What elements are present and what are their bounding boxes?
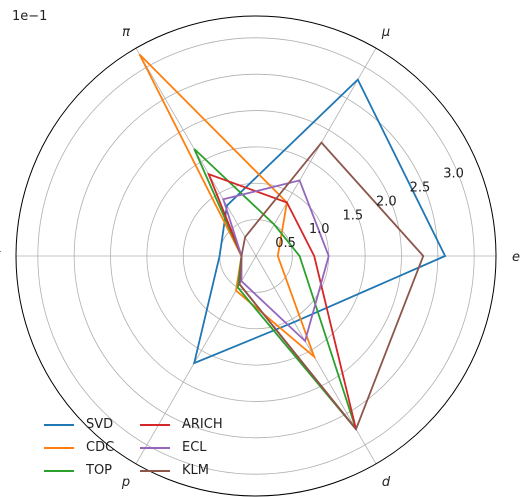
legend-label: TOP — [86, 463, 113, 478]
series-line-svd — [192, 78, 447, 365]
r-tick-label: 2.0 — [376, 194, 397, 209]
axis-label: μ — [381, 25, 390, 40]
spoke-1 — [255, 47, 377, 257]
r-tick-label: 0.5 — [275, 236, 296, 251]
legend-label: KLM — [182, 463, 209, 478]
legend-swatch — [44, 469, 74, 472]
axis-label: e — [512, 250, 520, 265]
r-tick-label: 3.0 — [443, 167, 464, 182]
series-line-klm — [238, 141, 425, 431]
legend-swatch — [140, 423, 170, 426]
legend-swatch — [44, 423, 74, 426]
series-lines — [138, 53, 447, 431]
legend-swatch — [140, 469, 170, 472]
legend-label: ARICH — [182, 417, 223, 432]
legend-item-arich: ARICH — [140, 414, 250, 435]
legend: SVD ARICH CDC ECL TOP KLM — [44, 414, 250, 481]
r-tick-label: 1.5 — [342, 208, 363, 223]
legend-label: ECL — [182, 440, 207, 455]
outer-frame — [15, 15, 497, 497]
legend-label: CDC — [86, 440, 115, 455]
legend-item-top: TOP — [44, 460, 140, 481]
axis-label: K — [0, 250, 2, 265]
axis-labels: 0.5 1.0 1.5 2.0 2.5 3.0 e μ π Kp d — [0, 25, 520, 490]
legend-item-ecl: ECL — [140, 437, 250, 458]
axis-label: p — [121, 475, 130, 490]
r-tick-label: 1.0 — [309, 222, 330, 237]
legend-swatch — [140, 446, 170, 449]
r-tick-label: 2.5 — [410, 180, 431, 195]
legend-item-svd: SVD — [44, 414, 140, 435]
axis-label: d — [382, 475, 391, 490]
legend-item-klm: KLM — [140, 460, 250, 481]
series-line-ecl — [222, 179, 330, 343]
legend-label: SVD — [86, 417, 114, 432]
offset-label: 1e−1 — [12, 9, 47, 24]
legend-swatch — [44, 446, 74, 449]
axis-label: π — [122, 25, 130, 40]
legend-item-cdc: CDC — [44, 437, 140, 458]
